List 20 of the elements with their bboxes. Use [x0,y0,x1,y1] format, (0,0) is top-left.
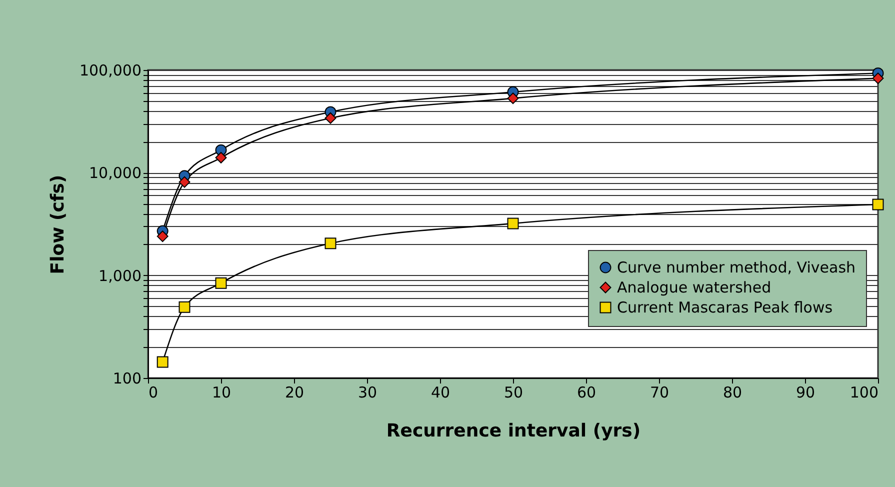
legend-label: Analogue watershed [617,278,772,296]
x-tick-label: 50 [504,384,524,402]
x-tick-label: 80 [722,384,742,402]
y-axis-title: Flow (cfs) [47,174,68,274]
x-tick-label: 10 [212,384,232,402]
legend-label: Current Mascaras Peak flows [617,298,833,316]
x-tick-label: 20 [284,384,304,402]
y-tick-label: 10,000 [89,164,142,182]
legend-label: Curve number method, Viveash [617,258,856,276]
x-tick-label: 90 [796,384,816,402]
x-tick-label: 100 [850,384,878,402]
y-tick-label: 100 [112,370,142,388]
x-tick-label: 40 [430,384,450,402]
y-tick-label: 1,000 [98,266,142,285]
x-tick-label: 30 [358,384,378,402]
x-tick-label: 60 [576,384,596,402]
x-tick-label: 0 [148,384,158,402]
y-tick-label: 100,000 [79,62,142,80]
x-axis-title: Recurrence interval (yrs) [386,420,641,442]
x-tick-label: 70 [650,384,670,402]
